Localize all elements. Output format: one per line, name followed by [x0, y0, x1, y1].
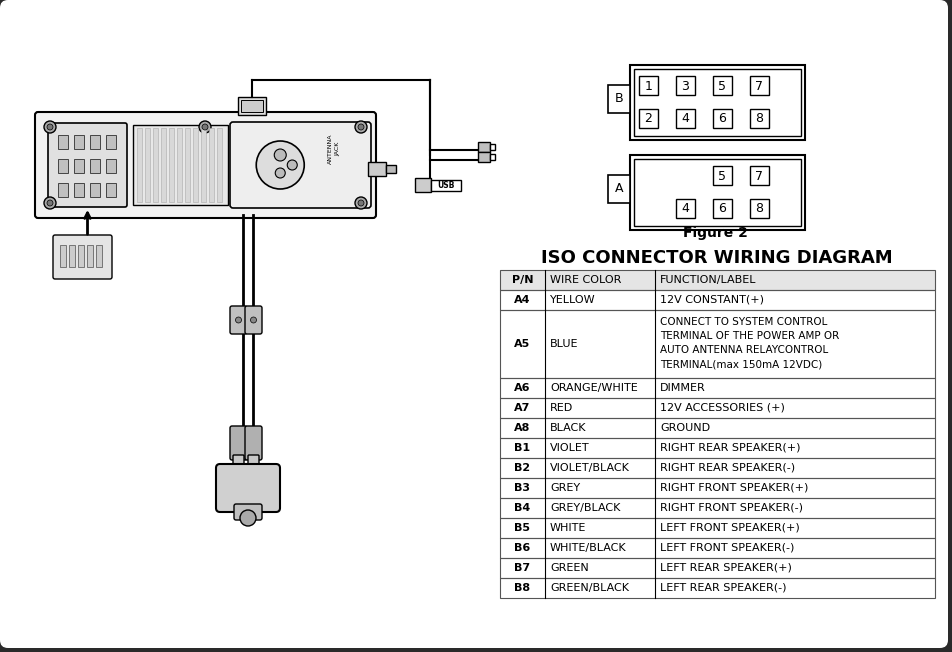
Bar — [367, 162, 386, 176]
Text: JACK: JACK — [335, 142, 341, 156]
Text: WIRE COLOR: WIRE COLOR — [549, 275, 621, 285]
Bar — [500, 378, 934, 398]
Bar — [500, 518, 934, 538]
FancyBboxPatch shape — [53, 235, 112, 279]
Text: DIMMER: DIMMER — [660, 383, 705, 393]
Circle shape — [275, 168, 285, 178]
Bar — [500, 558, 934, 578]
Text: 7: 7 — [755, 80, 763, 93]
Bar — [500, 538, 934, 558]
Bar — [607, 85, 629, 113]
Text: 12V CONSTANT(+): 12V CONSTANT(+) — [660, 295, 764, 305]
FancyBboxPatch shape — [229, 306, 247, 334]
Circle shape — [358, 200, 364, 206]
Bar — [633, 159, 801, 226]
Bar — [106, 135, 116, 149]
Text: GREEN/BLACK: GREEN/BLACK — [549, 583, 628, 593]
Bar — [500, 290, 934, 310]
Text: 2: 2 — [644, 113, 652, 125]
Text: P/N: P/N — [511, 275, 533, 285]
Text: RED: RED — [549, 403, 573, 413]
Bar — [500, 310, 934, 378]
Text: VIOLET/BLACK: VIOLET/BLACK — [549, 463, 629, 473]
Text: CONNECT TO SYSTEM CONTROL: CONNECT TO SYSTEM CONTROL — [660, 317, 826, 327]
Bar — [60, 245, 66, 267]
Text: B6: B6 — [514, 543, 530, 553]
Text: A6: A6 — [514, 383, 530, 393]
Text: FUNCTION/LABEL: FUNCTION/LABEL — [660, 275, 756, 285]
Text: ORANGE/WHITE: ORANGE/WHITE — [549, 383, 637, 393]
Bar — [74, 159, 84, 173]
Text: 1: 1 — [644, 80, 652, 93]
Text: WHITE: WHITE — [549, 523, 585, 533]
FancyBboxPatch shape — [248, 455, 259, 469]
Bar — [500, 478, 934, 498]
Bar — [145, 128, 149, 202]
Bar — [500, 438, 934, 458]
Bar — [89, 135, 100, 149]
Circle shape — [274, 149, 286, 161]
Circle shape — [44, 121, 56, 133]
Text: USB: USB — [437, 181, 454, 190]
Bar — [137, 128, 142, 202]
Text: YELLOW: YELLOW — [549, 295, 595, 305]
Bar — [430, 180, 461, 191]
Text: 6: 6 — [718, 203, 725, 216]
Bar — [639, 76, 657, 95]
Text: BLACK: BLACK — [549, 423, 585, 433]
Bar — [238, 97, 266, 115]
Circle shape — [256, 141, 304, 189]
Text: B2: B2 — [514, 463, 530, 473]
Bar — [133, 125, 228, 205]
Circle shape — [250, 317, 256, 323]
Bar — [500, 478, 934, 498]
Bar — [500, 578, 934, 598]
Bar — [177, 128, 182, 202]
Text: BLUE: BLUE — [549, 339, 578, 349]
Bar — [749, 199, 768, 218]
Bar — [500, 458, 934, 478]
Text: B7: B7 — [514, 563, 530, 573]
Bar — [89, 159, 100, 173]
Text: TERMINAL OF THE POWER AMP OR: TERMINAL OF THE POWER AMP OR — [660, 331, 839, 341]
FancyBboxPatch shape — [245, 426, 262, 460]
Bar — [629, 65, 804, 140]
FancyBboxPatch shape — [216, 464, 280, 512]
Bar — [58, 135, 68, 149]
Bar — [201, 128, 206, 202]
Text: GREY: GREY — [549, 483, 580, 493]
Circle shape — [47, 200, 53, 206]
Text: 12V ACCESSORIES (+): 12V ACCESSORIES (+) — [660, 403, 784, 413]
Bar — [153, 128, 158, 202]
Text: B5: B5 — [514, 523, 530, 533]
Bar — [414, 178, 430, 192]
Bar — [500, 290, 934, 310]
Text: RIGHT FRONT SPEAKER(+): RIGHT FRONT SPEAKER(+) — [660, 483, 807, 493]
Bar — [500, 418, 934, 438]
Bar — [712, 199, 731, 218]
Circle shape — [240, 510, 256, 526]
Text: GREY/BLACK: GREY/BLACK — [549, 503, 620, 513]
FancyBboxPatch shape — [234, 504, 262, 520]
Text: GROUND: GROUND — [660, 423, 709, 433]
Bar — [89, 183, 100, 197]
Circle shape — [287, 160, 297, 170]
Bar — [74, 183, 84, 197]
Circle shape — [202, 124, 208, 130]
Bar — [633, 69, 801, 136]
Bar — [500, 418, 934, 438]
Bar — [712, 109, 731, 128]
Bar — [675, 109, 694, 128]
Bar — [607, 175, 629, 203]
Text: A: A — [614, 183, 623, 196]
Bar — [675, 199, 694, 218]
Bar — [500, 498, 934, 518]
Bar — [500, 310, 934, 378]
Bar — [749, 166, 768, 185]
Bar — [712, 166, 731, 185]
Bar — [500, 538, 934, 558]
Text: RIGHT FRONT SPEAKER(-): RIGHT FRONT SPEAKER(-) — [660, 503, 803, 513]
Text: 3: 3 — [681, 80, 688, 93]
Bar — [749, 109, 768, 128]
